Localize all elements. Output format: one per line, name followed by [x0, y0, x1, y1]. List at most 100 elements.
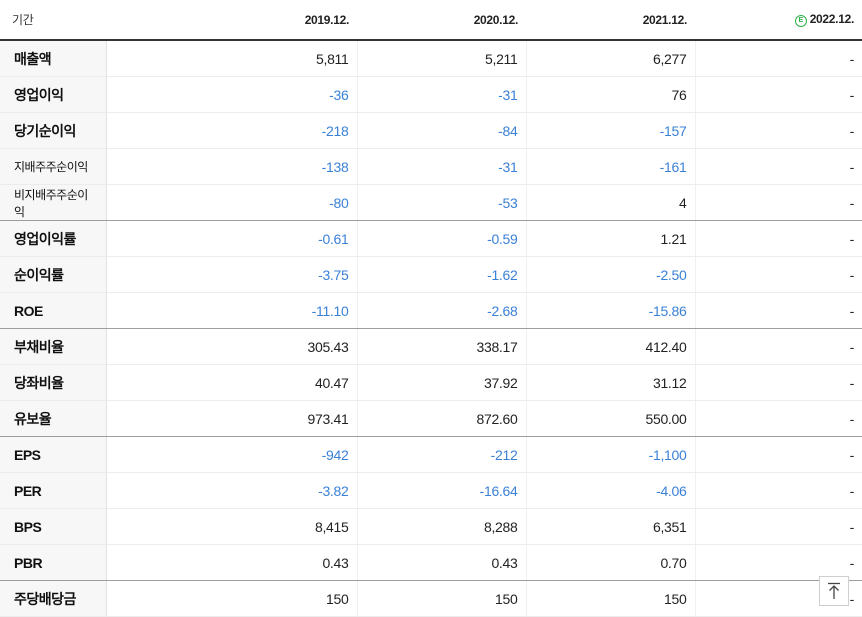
value-cell: -	[695, 292, 862, 329]
value-cell: 6,277	[526, 40, 696, 77]
value-cell: -0.59	[357, 220, 527, 257]
row-label: 영업이익	[0, 76, 107, 113]
value-cell: 6,351	[526, 508, 696, 545]
value-cell: -84	[357, 112, 527, 149]
row-label: 부채비율	[0, 328, 107, 365]
value-cell: -	[695, 112, 862, 149]
value-cell: -	[695, 436, 862, 473]
value-cell: 0.70	[526, 544, 696, 581]
table-row: PER -3.82 -16.64 -4.06-	[0, 472, 862, 509]
value-cell: -36	[106, 76, 358, 113]
value-cell: -	[695, 184, 862, 221]
value-cell: -80	[106, 184, 358, 221]
value-cell: 8,415	[106, 508, 358, 545]
value-cell: 8,288	[357, 508, 527, 545]
value-cell: 0.43	[357, 544, 527, 581]
value-cell: 338.17	[357, 328, 527, 365]
value-cell: 4	[526, 184, 696, 221]
table-row: 당좌비율 40.47 37.92 31.12-	[0, 364, 862, 401]
value-cell: -3.82	[106, 472, 358, 509]
row-label: 유보율	[0, 400, 107, 437]
table-row: BPS 8,415 8,288 6,351-	[0, 508, 862, 545]
row-label: 당기순이익	[0, 112, 107, 149]
value-cell: -1,100	[526, 436, 696, 473]
value-cell: -	[695, 544, 862, 581]
value-cell: 150	[357, 580, 527, 617]
value-cell: -218	[106, 112, 358, 149]
row-label: PER	[0, 472, 107, 509]
value-cell: 0.43	[106, 544, 358, 581]
row-label: 순이익률	[0, 256, 107, 293]
value-cell: 412.40	[526, 328, 696, 365]
value-cell: 1.21	[526, 220, 696, 257]
row-label: 주당배당금	[0, 580, 107, 617]
table-row: PBR 0.43 0.43 0.70-	[0, 544, 862, 581]
value-cell: -3.75	[106, 256, 358, 293]
value-cell: -138	[106, 148, 358, 185]
value-cell: -	[695, 76, 862, 113]
value-cell: 150	[526, 580, 696, 617]
value-cell: -4.06	[526, 472, 696, 509]
column-header-2022-estimate: E 2022.12.	[695, 0, 862, 41]
row-label: 비지배주주순이익	[0, 184, 107, 221]
value-cell: 150	[106, 580, 358, 617]
value-cell: -161	[526, 148, 696, 185]
column-header-2022-label: 2022.12.	[809, 12, 855, 26]
value-cell: -2.68	[357, 292, 527, 329]
table-row: 주당배당금 150 150 150-	[0, 580, 862, 617]
value-cell: 872.60	[357, 400, 527, 437]
table-row: 지배주주순이익 -138 -31 -161-	[0, 148, 862, 185]
table-row: 당기순이익 -218 -84 -157-	[0, 112, 862, 149]
table-row: 비지배주주순이익 -80 -53 4-	[0, 184, 862, 221]
value-cell: -16.64	[357, 472, 527, 509]
table-row: EPS -942 -212 -1,100-	[0, 436, 862, 473]
value-cell: -157	[526, 112, 696, 149]
column-header-2019: 2019.12.	[106, 0, 357, 41]
value-cell: 305.43	[106, 328, 358, 365]
value-cell: 550.00	[526, 400, 696, 437]
scroll-to-top-button[interactable]	[819, 576, 849, 606]
value-cell: 37.92	[357, 364, 527, 401]
table-row: 유보율 973.41 872.60 550.00-	[0, 400, 862, 437]
table-row: 매출액 5,811 5,211 6,277-	[0, 40, 862, 77]
value-cell: -	[695, 364, 862, 401]
column-header-2020: 2020.12.	[357, 0, 526, 41]
value-cell: 973.41	[106, 400, 358, 437]
value-cell: 76	[526, 76, 696, 113]
value-cell: -	[695, 400, 862, 437]
value-cell: 31.12	[526, 364, 696, 401]
value-cell: -1.62	[357, 256, 527, 293]
value-cell: -942	[106, 436, 358, 473]
value-cell: -31	[357, 148, 527, 185]
value-cell: 5,811	[106, 40, 358, 77]
row-label: ROE	[0, 292, 107, 329]
value-cell: -	[695, 220, 862, 257]
header-row: 기간 2019.12. 2020.12. 2021.12. E 2022.12.	[0, 0, 862, 41]
value-cell: -	[695, 472, 862, 509]
value-cell: -0.61	[106, 220, 358, 257]
value-cell: 40.47	[106, 364, 358, 401]
table-row: 영업이익률 -0.61 -0.59 1.21-	[0, 220, 862, 257]
value-cell: -212	[357, 436, 527, 473]
value-cell: -	[695, 40, 862, 77]
row-label: 영업이익률	[0, 220, 107, 257]
row-label: 당좌비율	[0, 364, 107, 401]
value-cell: 5,211	[357, 40, 527, 77]
period-header-label: 기간	[0, 0, 106, 41]
estimate-badge-icon: E	[794, 15, 807, 27]
value-cell: -31	[357, 76, 527, 113]
value-cell: -53	[357, 184, 527, 221]
row-label: BPS	[0, 508, 107, 545]
row-label: 지배주주순이익	[0, 148, 107, 185]
table-row: ROE -11.10 -2.68 -15.86-	[0, 292, 862, 329]
value-cell: -2.50	[526, 256, 696, 293]
row-label: EPS	[0, 436, 107, 473]
arrow-up-to-top-icon	[828, 582, 840, 599]
table-row: 부채비율 305.43 338.17 412.40-	[0, 328, 862, 365]
row-label: PBR	[0, 544, 107, 581]
column-header-2021: 2021.12.	[526, 0, 695, 41]
value-cell: -	[695, 328, 862, 365]
value-cell: -	[695, 508, 862, 545]
table-row: 영업이익 -36 -31 76-	[0, 76, 862, 113]
